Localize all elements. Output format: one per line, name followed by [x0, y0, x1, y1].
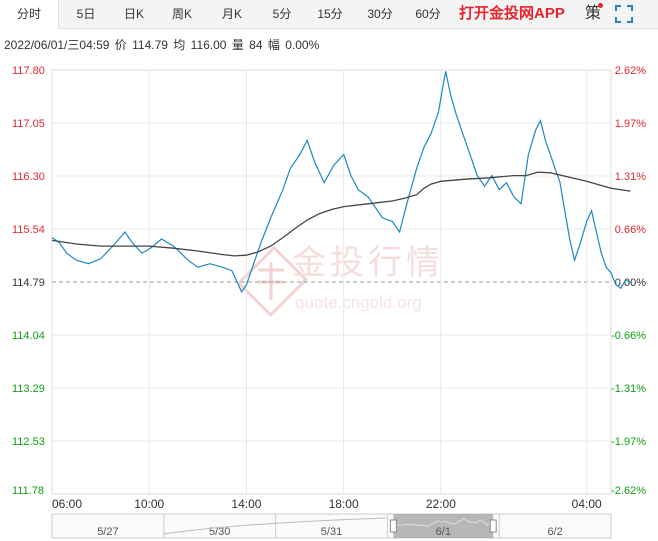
avg-label: 均: [173, 38, 186, 52]
watermark: 金投行情 quote.cngold.org: [236, 243, 444, 318]
y-tick-label: 112.53: [12, 436, 45, 448]
watermark-title: 金投行情: [292, 243, 444, 283]
tab-intraday[interactable]: 分时: [0, 0, 59, 29]
navigator-handle: [489, 519, 497, 533]
tab-daily-k[interactable]: 日K: [123, 7, 144, 21]
navigator-label: 5/30: [209, 526, 230, 538]
tab-weekly-k[interactable]: 周K: [171, 7, 192, 21]
y-tick-label: 117.80: [12, 65, 45, 77]
tab-5min[interactable]: 5分: [272, 7, 292, 21]
y-tick-label: 114.04: [12, 330, 45, 342]
quote-info-bar: 2022/06/01/三04:59 价 114.79 均 116.00 量 84…: [4, 36, 321, 53]
strategy-button[interactable]: 策: [585, 5, 602, 22]
price-line: [51, 71, 631, 294]
price-value: 114.79: [132, 38, 168, 52]
pct-tick-label: 2.62%: [615, 65, 646, 77]
pct-tick-label: -1.31%: [611, 383, 646, 395]
navigator-label: 5/27: [97, 526, 118, 538]
y-tick-label: 115.54: [12, 224, 45, 236]
pct-tick-label: 0.66%: [615, 224, 646, 236]
avg-line: [51, 171, 631, 257]
x-tick-label: 10:00: [134, 497, 164, 511]
quote-datetime: 2022/06/01/三04:59: [4, 38, 110, 52]
pct-tick-label: 1.31%: [615, 171, 646, 183]
pct-tick-label: 1.97%: [615, 118, 646, 130]
amplitude-label: 幅: [267, 38, 280, 52]
avg-value: 116.00: [190, 38, 227, 52]
x-tick-label: 06:00: [52, 497, 82, 511]
navigator-label: 6/2: [547, 526, 562, 538]
navigator-mini-line: [393, 517, 497, 527]
pct-tick-label: -2.62%: [611, 485, 646, 497]
pct-tick-label: -0.66%: [611, 330, 646, 342]
notification-dot: [598, 3, 603, 8]
y-tick-label: 117.05: [12, 118, 45, 130]
navigator-history-line: [163, 517, 386, 535]
fullscreen-icon[interactable]: [615, 5, 633, 23]
pct-tick-label: -1.97%: [611, 436, 646, 448]
open-app-link[interactable]: 打开金投网APP: [459, 5, 565, 22]
y-tick-label: 111.78: [12, 485, 44, 497]
price-label: 价: [114, 38, 127, 52]
y-tick-label: 116.30: [12, 171, 45, 183]
y-tick-label: 114.79: [12, 277, 45, 289]
tab-monthly-k[interactable]: 月K: [221, 7, 242, 21]
volume-label: 量: [231, 38, 244, 52]
tab-5day[interactable]: 5日: [76, 7, 96, 21]
y-tick-label: 113.29: [12, 383, 45, 395]
navigator-label: 6/1: [436, 526, 451, 538]
x-tick-label: 22:00: [426, 497, 456, 511]
tab-15min[interactable]: 15分: [317, 7, 343, 21]
volume-value: 84: [249, 38, 263, 52]
period-tab-bar: 分时 5日 日K 周K 月K 5分 15分 30分 60分 打开金投网APP 策: [0, 0, 658, 29]
watermark-url: quote.cngold.org: [295, 293, 422, 312]
navigator-handle: [389, 519, 397, 533]
amplitude-value: 0.00%: [285, 38, 320, 52]
navigator-selection: [393, 514, 494, 538]
navigator-track: [51, 513, 612, 539]
x-tick-label: 18:00: [329, 497, 359, 511]
intraday-chart[interactable]: 金投行情 quote.cngold.org 117.80 117.05 116.30…: [0, 56, 658, 541]
range-navigator[interactable]: 5/27 5/30 5/31 6/1 6/2: [51, 513, 612, 539]
x-tick-label: 14:00: [231, 497, 261, 511]
tab-60min[interactable]: 60分: [415, 7, 441, 21]
navigator-label: 5/31: [321, 526, 342, 538]
tab-30min[interactable]: 30分: [367, 7, 393, 21]
chart-border: [51, 69, 612, 495]
x-tick-label: 04:00: [572, 497, 602, 511]
